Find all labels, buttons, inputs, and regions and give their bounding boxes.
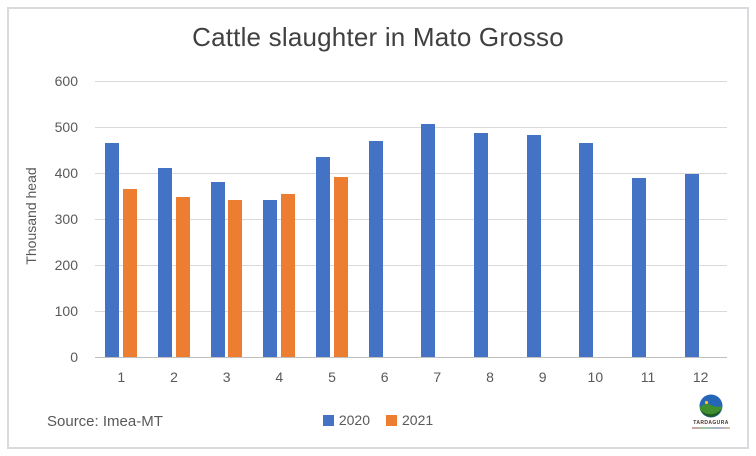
x-tick-label: 6	[380, 369, 389, 385]
globe-icon	[699, 394, 723, 418]
gridline	[95, 80, 727, 82]
x-tick-label: 5	[328, 369, 336, 385]
x-tick-label: 3	[222, 369, 231, 385]
gridline	[95, 172, 727, 174]
bar-2020-month-5	[316, 156, 330, 357]
x-axis-line	[95, 356, 727, 358]
bar-2020-month-1	[105, 143, 120, 357]
legend-item-2020: 2020	[322, 412, 370, 428]
bar-2021-month-2	[175, 196, 190, 357]
logo-text: TARDAGURA	[693, 420, 729, 426]
y-tick-label: 100	[54, 303, 78, 319]
bar-2021-month-3	[228, 200, 243, 357]
chart-title: Cattle slaughter in Mato Grosso	[192, 22, 564, 52]
source-label: Source: Imea-MT	[47, 413, 163, 430]
legend-item-2021: 2021	[386, 412, 433, 428]
x-tick-label: 12	[692, 369, 709, 385]
legend-swatch-2021	[386, 414, 397, 426]
legend-swatch-2020	[322, 414, 334, 426]
legend-label-2020: 2020	[338, 412, 370, 428]
x-tick-label: 8	[486, 369, 494, 385]
gridline	[95, 218, 727, 220]
y-tick-label: 400	[54, 165, 78, 181]
bar-2020-month-10	[579, 143, 594, 357]
gridline	[95, 264, 727, 266]
x-tick-label: 4	[275, 369, 284, 385]
publisher-logo: TARDAGURA	[683, 393, 739, 429]
y-tick-label: 500	[54, 119, 78, 135]
bar-2020-month-2	[158, 167, 172, 357]
x-tick-label: 11	[640, 369, 656, 385]
y-tick-label: 600	[54, 73, 78, 89]
x-tick-label: 10	[587, 369, 604, 385]
bar-2020-month-7	[421, 124, 436, 357]
bar-2020-month-6	[368, 141, 383, 357]
y-tick-label: 200	[54, 257, 78, 273]
y-tick-label: 300	[54, 211, 78, 227]
bar-2020-month-12	[684, 173, 699, 357]
bar-2020-month-3	[210, 182, 225, 357]
legend-label-2021: 2021	[402, 412, 434, 428]
bar-2020-month-11	[632, 177, 646, 357]
x-tick-label: 2	[170, 369, 178, 385]
bar-2021-month-4	[280, 194, 295, 357]
x-tick-label: 1	[117, 369, 126, 385]
gridline	[95, 126, 727, 128]
legend: 2020 2021	[0, 412, 756, 428]
logo-subline	[692, 427, 730, 429]
bar-2020-month-9	[526, 135, 541, 357]
x-tick-label: 7	[433, 369, 442, 385]
bar-2021-month-1	[122, 189, 137, 357]
bar-2020-month-4	[263, 200, 278, 357]
bar-2020-month-8	[474, 132, 488, 357]
y-tick-label: 0	[70, 349, 78, 365]
gridline	[95, 310, 727, 312]
x-tick-label: 9	[538, 369, 547, 385]
bar-2021-month-5	[333, 177, 348, 357]
